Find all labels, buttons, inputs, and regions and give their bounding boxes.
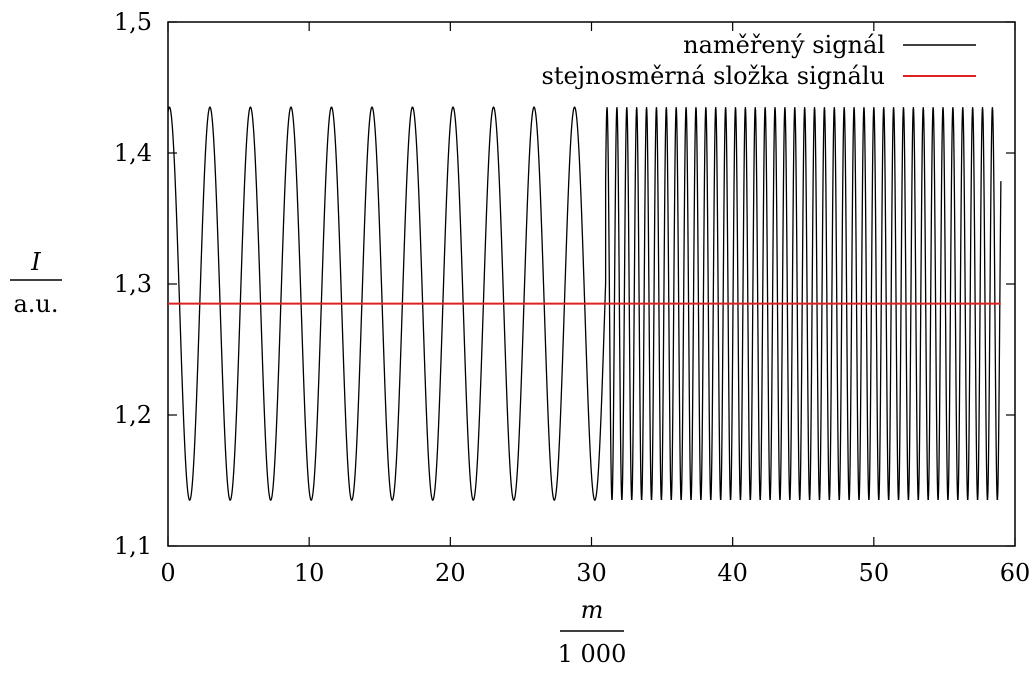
legend: naměřený signál stejnosměrná složka sign… xyxy=(542,31,976,90)
series-layer xyxy=(167,106,1002,501)
y-tick-label: 1,4 xyxy=(114,139,152,167)
x-tick-label: 10 xyxy=(294,559,325,587)
y-tick-label: 1,5 xyxy=(114,8,152,36)
x-tick-label: 20 xyxy=(435,559,466,587)
x-ticks: 0 10 20 30 40 50 60 xyxy=(160,22,1030,587)
series-line-0 xyxy=(167,106,1002,501)
y-axis-label-numerator: I xyxy=(30,248,41,276)
x-axis-label-denominator: 1 000 xyxy=(558,640,627,668)
x-tick-label: 60 xyxy=(1000,559,1031,587)
x-tick-label: 30 xyxy=(576,559,607,587)
y-ticks: 1,1 1,2 1,3 1,4 1,5 xyxy=(114,8,1015,560)
y-axis-label: I a.u. xyxy=(10,248,62,318)
legend-label-series-0: naměřený signál xyxy=(683,31,885,59)
y-tick-label: 1,2 xyxy=(114,401,152,429)
x-axis-label: m 1 000 xyxy=(558,596,627,668)
y-tick-label: 1,1 xyxy=(114,532,152,560)
y-axis-label-denominator: a.u. xyxy=(13,290,58,318)
x-axis-label-numerator: m xyxy=(581,596,604,624)
legend-label-series-1: stejnosměrná složka signálu xyxy=(542,62,885,90)
x-tick-label: 40 xyxy=(717,559,748,587)
x-tick-label: 50 xyxy=(859,559,890,587)
x-tick-label: 0 xyxy=(160,559,175,587)
y-tick-label: 1,3 xyxy=(114,270,152,298)
